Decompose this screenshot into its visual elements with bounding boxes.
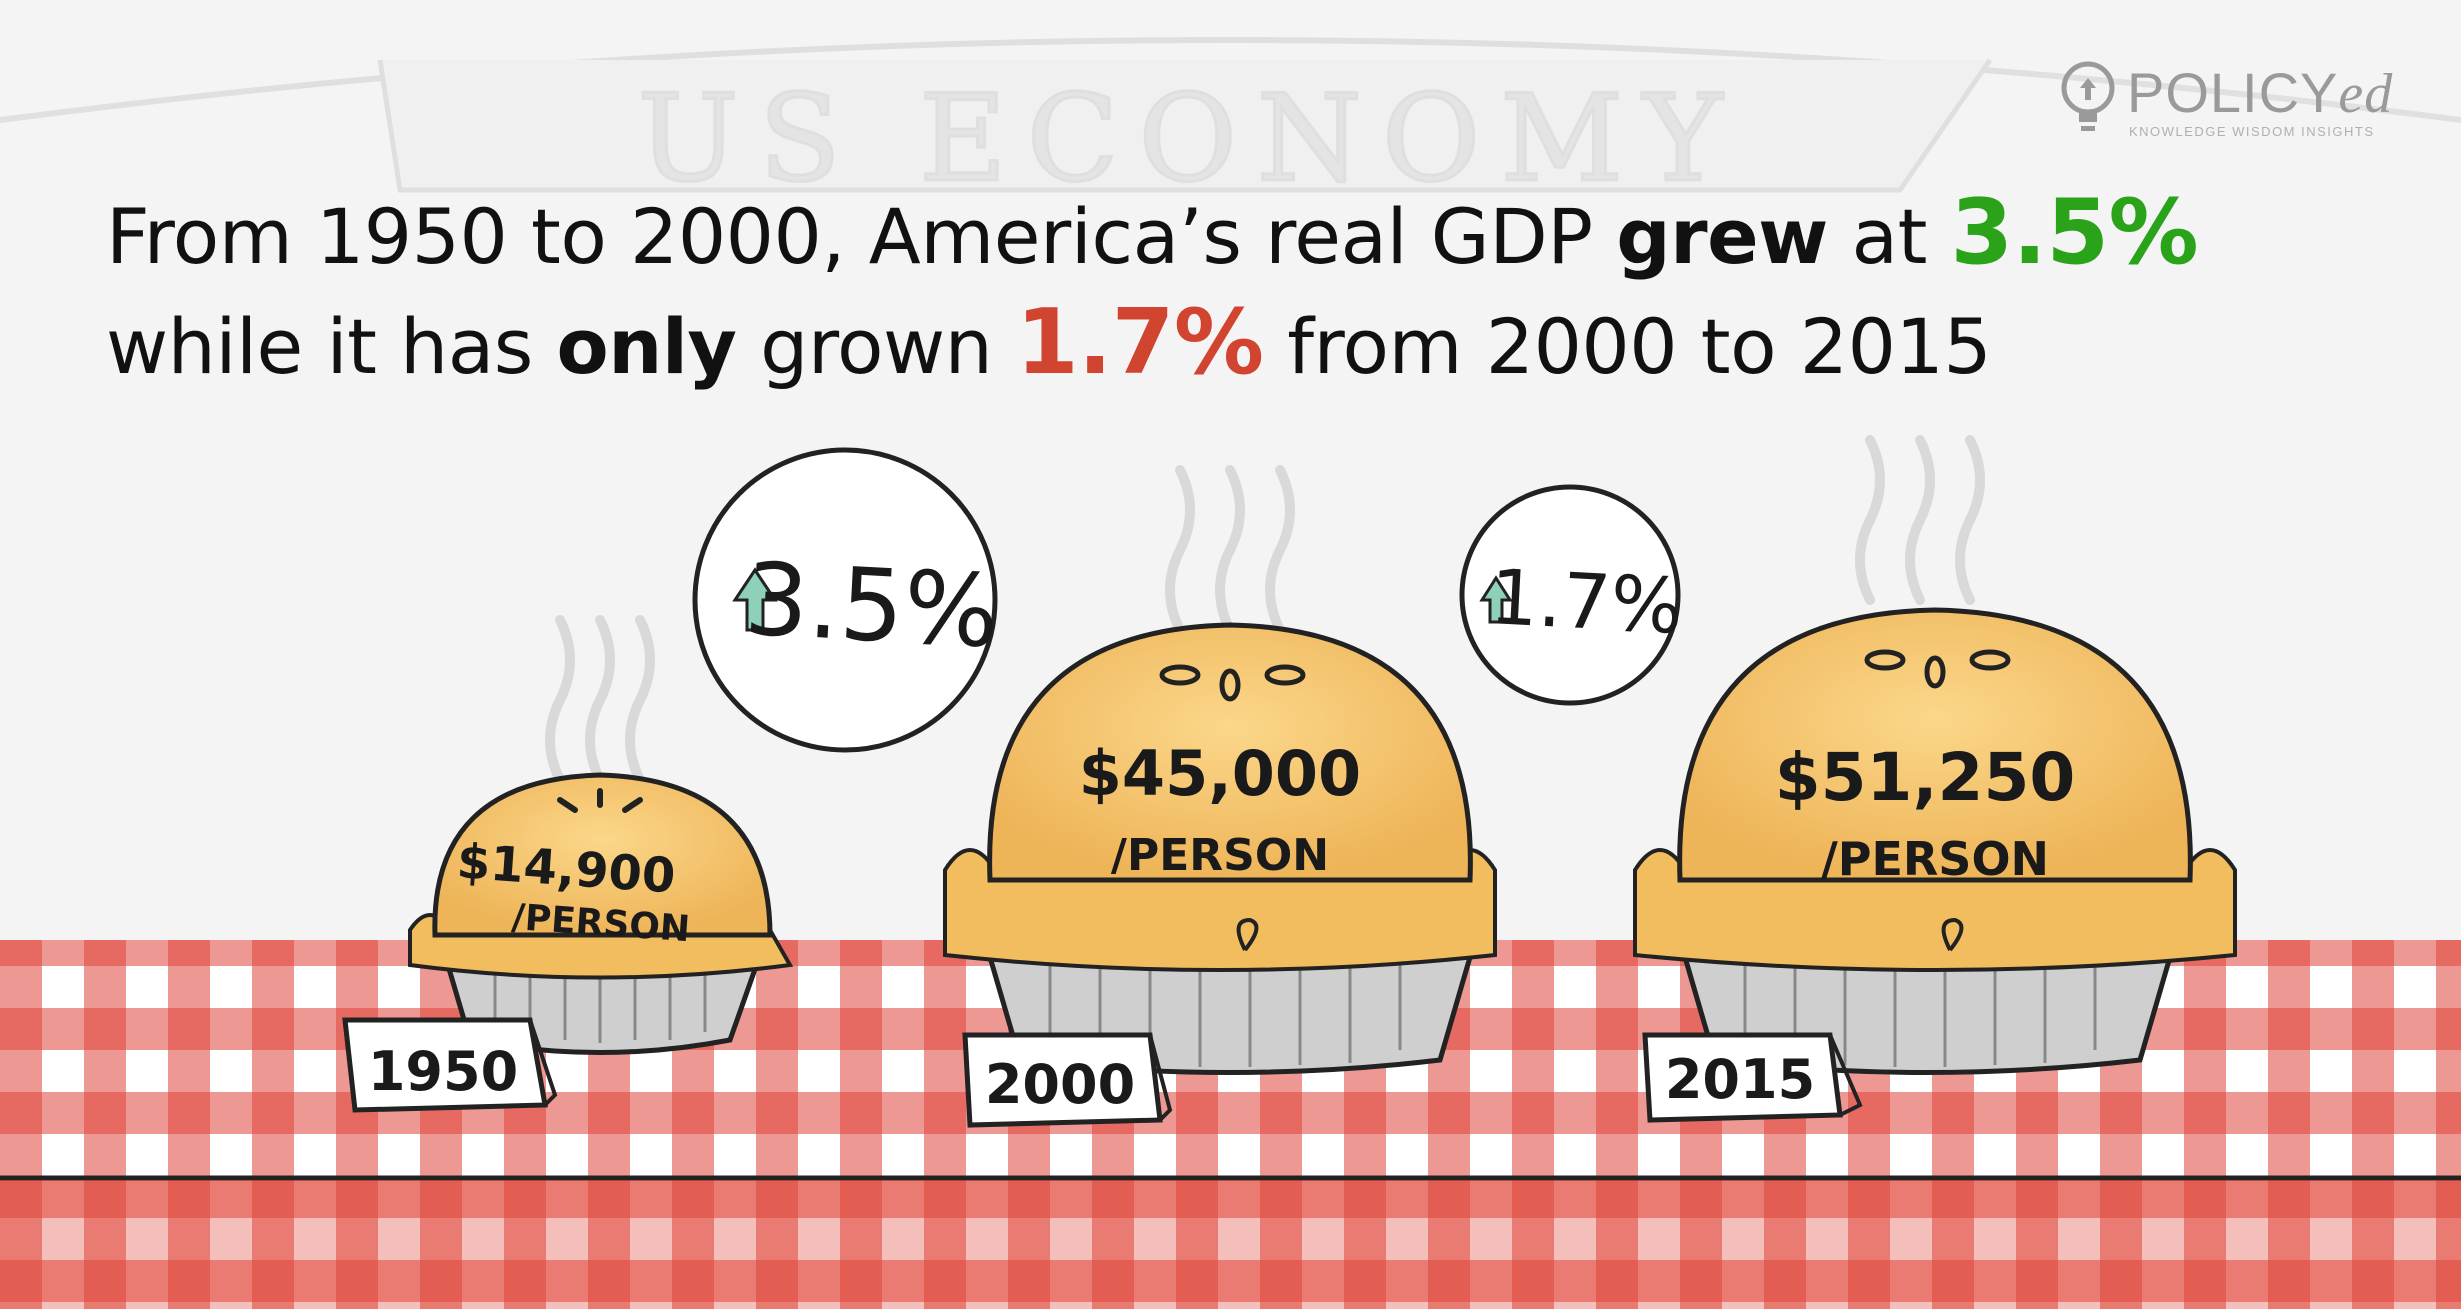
banner-text: US ECONOMY — [638, 70, 1743, 209]
headline-text: grown — [736, 302, 1016, 391]
policyed-logo: POLICYed KNOWLEDGE WISDOM INSIGHTS — [2055, 58, 2415, 148]
year-tag-2015: 2015 — [1642, 1032, 1863, 1123]
headline-emphasis: only — [556, 302, 737, 391]
arrow-up-icon — [732, 567, 778, 632]
pie-amount: $51,250 — [1775, 739, 2076, 816]
headline-text: From 1950 to 2000, America’s real GDP — [106, 192, 1617, 281]
growth-bubble-1: 3.5% — [692, 447, 1002, 753]
arrow-up-icon — [1479, 575, 1513, 624]
pie-unit: /PERSON — [1821, 832, 2049, 886]
steam — [545, 435, 1985, 785]
headline-text: while it has — [106, 302, 557, 391]
pie-amount: $45,000 — [1079, 737, 1361, 810]
year-tag-2000: 2000 — [962, 1032, 1173, 1128]
lightbulb-icon — [2061, 61, 2115, 131]
year-label: 2000 — [985, 1053, 1135, 1116]
headline-emphasis: grew — [1616, 192, 1828, 281]
pie-2000: $45,000 /PERSON — [943, 622, 1497, 1075]
year-label: 2015 — [1665, 1048, 1815, 1111]
growth-value: 1.7% — [1488, 552, 1685, 651]
headline-text: at — [1827, 192, 1951, 281]
growth-rate-high: 3.5% — [1950, 180, 2199, 285]
logo-tagline: KNOWLEDGE WISDOM INSIGHTS — [2129, 124, 2375, 139]
headline-line-2: while it has only grown 1.7% from 2000 t… — [106, 290, 1992, 395]
background-banner: US ECONOMY — [0, 37, 2461, 211]
year-tag-1950: 1950 — [342, 1017, 558, 1113]
pie-unit: /PERSON — [1111, 830, 1329, 881]
growth-value: 3.5% — [742, 540, 1002, 670]
growth-bubble-2: 1.7% — [1459, 484, 1685, 706]
pie-1950: $14,900 /PERSON — [408, 772, 794, 1055]
headline-line-1: From 1950 to 2000, America’s real GDP gr… — [106, 180, 2199, 285]
headline-text: from 2000 to 2015 — [1263, 302, 1992, 391]
logo-wordmark: POLICYed — [2127, 61, 2394, 125]
growth-rate-low: 1.7% — [1015, 290, 1264, 395]
pie-2015: $51,250 /PERSON — [1633, 607, 2237, 1075]
year-label: 1950 — [368, 1040, 518, 1103]
